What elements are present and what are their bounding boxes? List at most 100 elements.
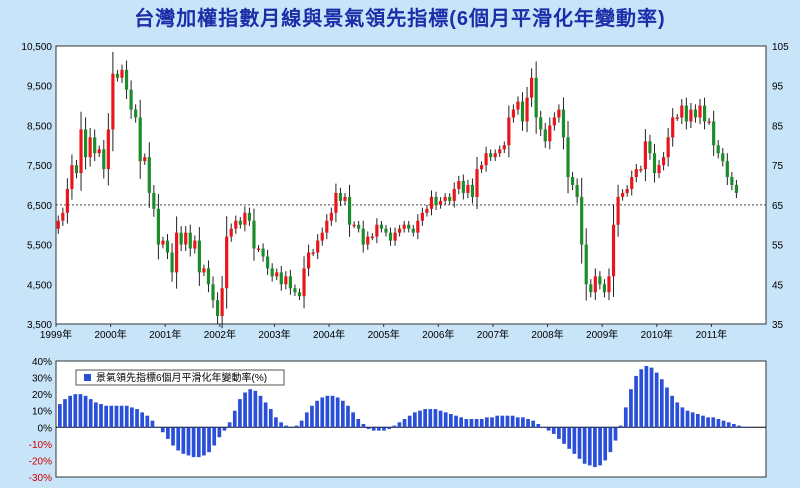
candle-body xyxy=(584,244,588,285)
indicator-axis-tick-label: 20% xyxy=(32,390,52,401)
candle-body xyxy=(416,220,420,233)
indicator-bar xyxy=(248,389,253,428)
candle-body xyxy=(489,153,493,158)
candle-body xyxy=(580,196,584,245)
indicator-bar xyxy=(155,427,160,428)
candle-body xyxy=(507,117,511,146)
indicator-bar xyxy=(449,414,453,428)
indicator-bar xyxy=(731,423,736,428)
candle-body xyxy=(375,224,379,237)
candle-body xyxy=(65,188,69,213)
candle-body xyxy=(234,220,238,229)
indicator-bar xyxy=(665,387,669,428)
candle-body xyxy=(525,97,529,122)
indicator-bar xyxy=(413,412,417,428)
indicator-bar xyxy=(109,405,114,428)
candle-body xyxy=(539,117,543,130)
candle-body xyxy=(134,109,138,118)
candle-body xyxy=(93,137,97,154)
indicator-bar xyxy=(598,427,602,466)
indicator-bar xyxy=(737,425,741,428)
indicator-bar xyxy=(289,427,294,428)
candle-body xyxy=(616,196,620,225)
candle-body xyxy=(179,232,183,245)
candle-body xyxy=(657,165,661,174)
right-axis-tick-label: 95 xyxy=(772,82,784,93)
indicator-bar xyxy=(274,417,278,428)
indicator-bar xyxy=(695,414,700,428)
indicator-bar xyxy=(330,395,335,428)
indicator-bar xyxy=(83,395,88,428)
candle-body xyxy=(311,252,315,255)
candle-body xyxy=(147,157,151,193)
indicator-bar xyxy=(726,422,731,428)
candle-body xyxy=(70,165,74,189)
x-axis-tick-label: 1999年 xyxy=(40,328,72,341)
indicator-bar xyxy=(500,415,505,428)
left-axis-tick-label: 8,500 xyxy=(27,121,52,132)
indicator-bar xyxy=(376,427,381,431)
candle-body xyxy=(320,232,324,241)
indicator-bar xyxy=(340,400,345,428)
candle-body xyxy=(293,288,297,293)
indicator-bar xyxy=(521,417,525,428)
candle-body xyxy=(557,109,561,118)
indicator-bar xyxy=(639,369,644,428)
indicator-bar xyxy=(315,400,319,428)
candle-body xyxy=(429,196,434,209)
indicator-bar xyxy=(73,394,78,428)
candle-body xyxy=(161,240,165,245)
candle-body xyxy=(111,73,115,130)
candle-body xyxy=(466,185,470,193)
candle-body xyxy=(443,196,447,201)
candle-body xyxy=(734,185,739,193)
indicator-bar xyxy=(191,427,196,458)
indicator-bar xyxy=(716,419,721,428)
indicator-bar xyxy=(495,415,500,428)
indicator-bar xyxy=(356,419,361,428)
candle-body xyxy=(434,196,438,205)
indicator-bar xyxy=(310,405,314,428)
candle-body xyxy=(407,224,411,229)
candle-body xyxy=(698,105,702,118)
candle-body xyxy=(598,276,602,285)
indicator-bar xyxy=(428,409,433,428)
candle-body xyxy=(74,165,79,174)
indicator-bar xyxy=(382,427,386,431)
indicator-bar xyxy=(526,419,530,428)
indicator-bar xyxy=(232,410,237,428)
indicator-bar xyxy=(299,420,304,428)
candle-body xyxy=(625,188,629,193)
candle-body xyxy=(530,77,534,98)
candle-body xyxy=(725,161,729,178)
indicator-bar xyxy=(88,399,93,428)
indicator-bar xyxy=(515,417,520,428)
candle-body xyxy=(197,240,201,273)
indicator-bar xyxy=(608,427,613,453)
candle-body xyxy=(520,101,525,122)
x-axis-tick-label: 2009年 xyxy=(586,328,618,341)
indicator-bar xyxy=(325,395,330,428)
right-axis-tick-label: 35 xyxy=(772,320,784,331)
indicator-bar xyxy=(659,379,664,428)
candle-body xyxy=(347,196,352,225)
candle-body xyxy=(165,240,170,253)
indicator-bar xyxy=(202,427,206,456)
candle-body xyxy=(548,125,552,142)
candle-body xyxy=(493,153,497,158)
indicator-axis-tick-label: -20% xyxy=(29,456,52,467)
candle-body xyxy=(575,185,579,197)
candle-body xyxy=(384,228,388,233)
indicator-bar xyxy=(423,409,427,428)
candle-body xyxy=(566,137,570,178)
legend-label: 景氣領先指標6個月平滑化年變動率(%) xyxy=(96,371,267,384)
indicator-bar xyxy=(407,415,412,428)
candle-body xyxy=(689,109,693,122)
indicator-bar xyxy=(721,420,726,428)
candle-body xyxy=(634,169,638,178)
candle-body xyxy=(261,248,265,257)
indicator-bar xyxy=(742,427,746,428)
x-axis-tick-label: 2002年 xyxy=(204,328,236,341)
indicator-bar xyxy=(145,415,150,428)
candle-body xyxy=(630,177,634,189)
